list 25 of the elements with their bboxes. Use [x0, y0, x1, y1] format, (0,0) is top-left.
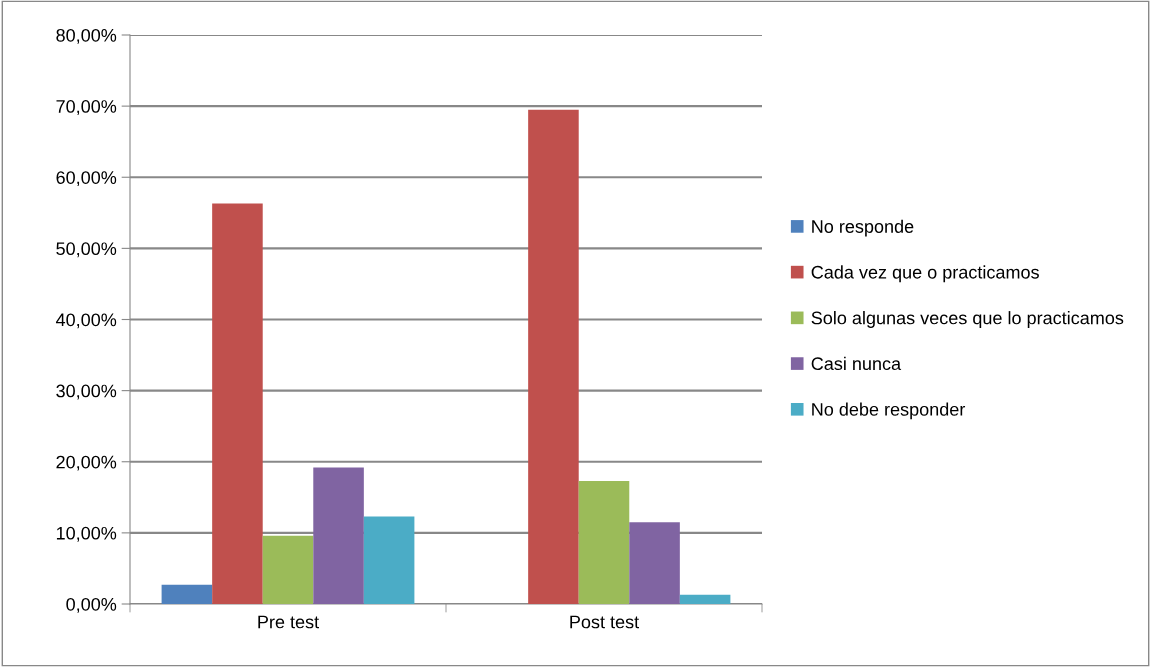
legend-label: Cada vez que o practicamos	[811, 265, 1039, 283]
y-tick-label: 30,00%	[56, 384, 117, 400]
legend-label: No responde	[812, 219, 914, 237]
y-tick-label: 80,00%	[56, 28, 117, 44]
y-tick-label: 50,00%	[56, 242, 117, 258]
bar	[528, 109, 579, 604]
bar	[629, 522, 680, 604]
bar	[161, 584, 213, 604]
bar	[262, 535, 314, 604]
bar	[313, 467, 364, 604]
y-tick-label: 0,00%	[66, 597, 117, 613]
y-tick-label: 60,00%	[56, 171, 117, 187]
bar	[212, 203, 263, 604]
y-tick-label: 20,00%	[56, 455, 117, 471]
y-tick-label: 10,00%	[56, 526, 117, 542]
x-tick-label: Pre test	[258, 615, 319, 629]
y-tick-label: 70,00%	[56, 100, 117, 115]
x-tick-label: Post test	[570, 615, 639, 629]
bar	[679, 594, 731, 604]
bar	[578, 480, 630, 604]
legend-label: Solo algunas veces que lo practicamos	[811, 311, 1124, 328]
y-tick-label: 40,00%	[55, 313, 117, 329]
legend-label: Casi nunca	[811, 356, 902, 371]
legend-label: No debe responder	[812, 402, 966, 420]
bar	[363, 516, 415, 604]
